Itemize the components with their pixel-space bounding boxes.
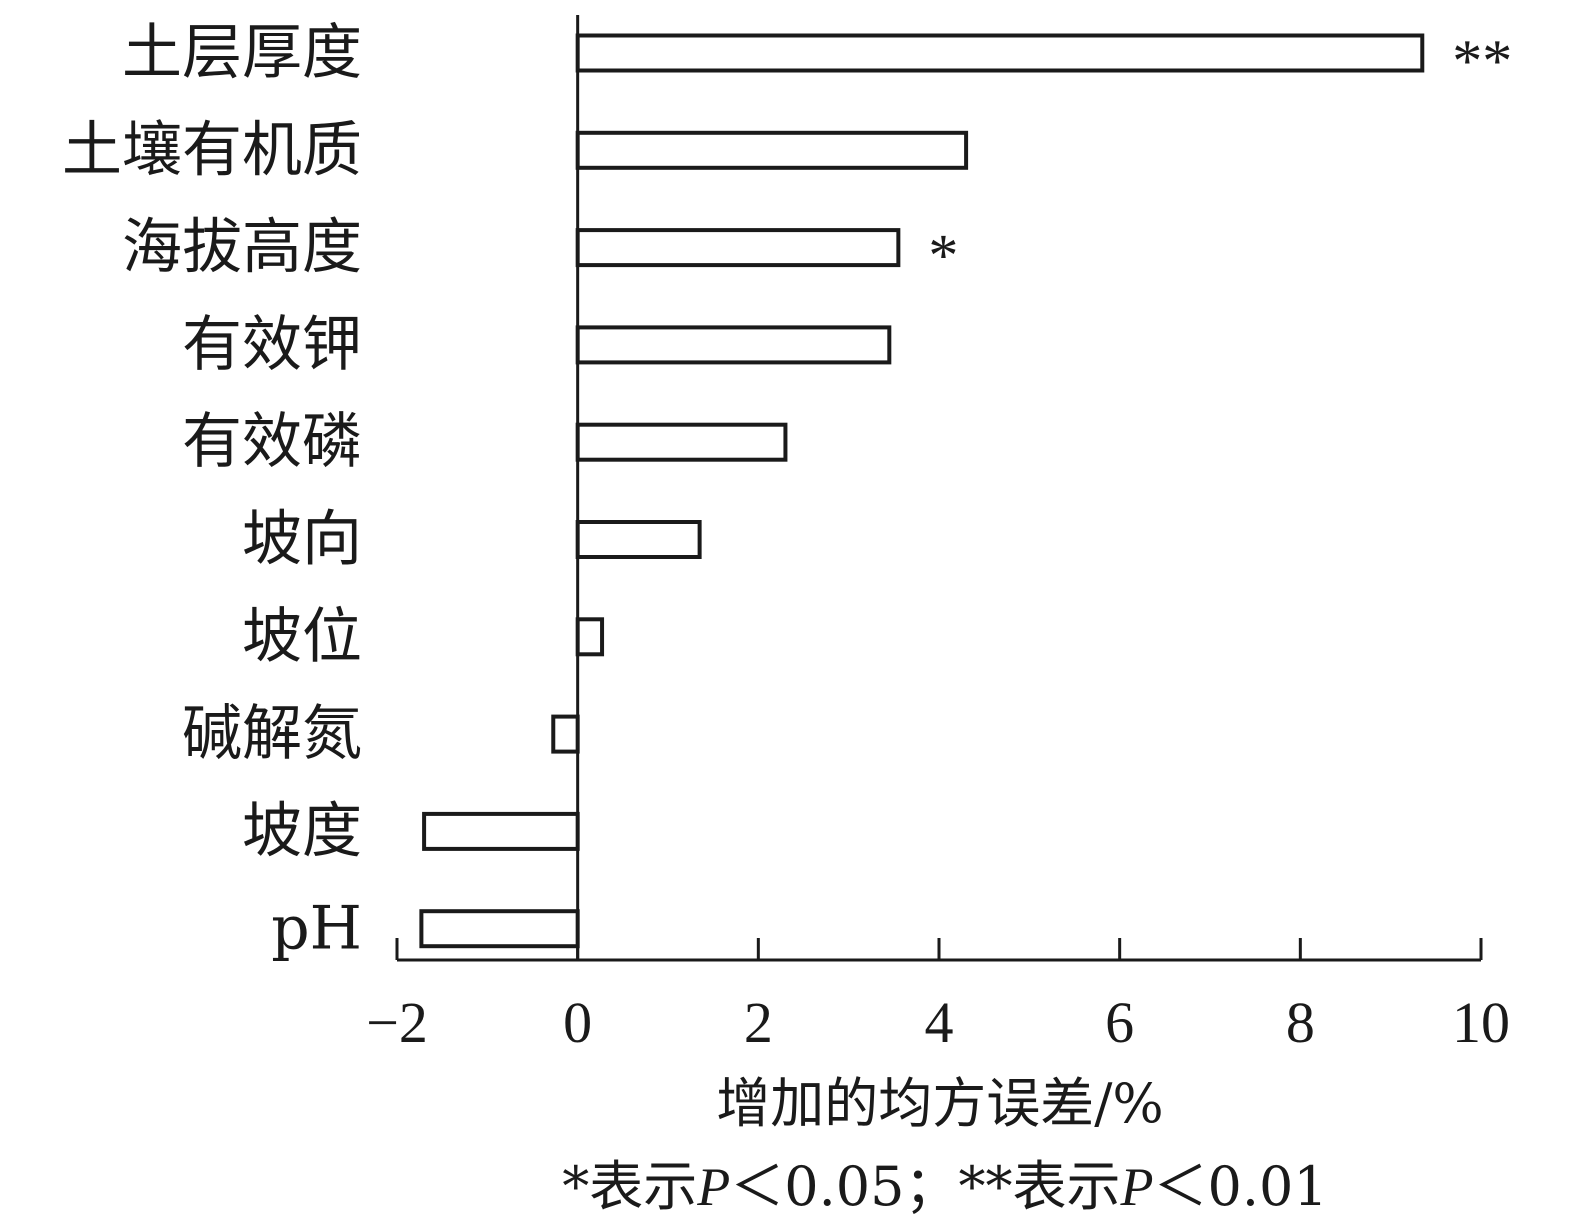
category-label: 有效钾 (182, 310, 362, 380)
bar-0 (575, 33, 1425, 73)
significance-marks: *** (928, 28, 1512, 289)
category-label: 坡位 (242, 602, 362, 672)
x-axis-ticks: −2 0 2 4 6 8 10 (366, 938, 1510, 1055)
bar-3 (575, 325, 892, 365)
category-label: 坡度 (242, 796, 362, 866)
bar-1 (575, 130, 969, 170)
category-label: 有效磷 (182, 407, 362, 477)
significance-mark: ** (1452, 28, 1512, 94)
bar-4 (575, 422, 788, 462)
bar-7 (551, 714, 580, 754)
bars-group (419, 33, 1425, 949)
bar-5 (575, 520, 702, 559)
bar-8 (422, 811, 580, 851)
category-label: 海拔高度 (122, 213, 362, 283)
category-label: 土层厚度 (122, 18, 362, 88)
category-label: pH (271, 894, 362, 964)
category-label: 土壤有机质 (62, 115, 362, 185)
significance-mark: * (928, 223, 958, 289)
category-label: 坡向 (242, 505, 362, 575)
x-tick-label: 0 (563, 990, 592, 1055)
x-tick-label: 8 (1286, 990, 1315, 1055)
x-tick-label: 6 (1105, 990, 1134, 1055)
category-label: 碱解氮 (182, 699, 362, 769)
x-axis-title: 增加的均方误差/% (716, 1072, 1164, 1135)
bar-9 (419, 909, 580, 949)
bar-2 (575, 228, 901, 268)
x-tick-label: 10 (1452, 990, 1510, 1055)
significance-note: *表示P＜0.05；**表示P＜0.01 (562, 1155, 1327, 1218)
x-tick-label: 2 (744, 990, 773, 1055)
x-tick-label: 4 (925, 990, 954, 1055)
x-tick-label: −2 (366, 990, 428, 1055)
bar-6 (575, 617, 605, 657)
